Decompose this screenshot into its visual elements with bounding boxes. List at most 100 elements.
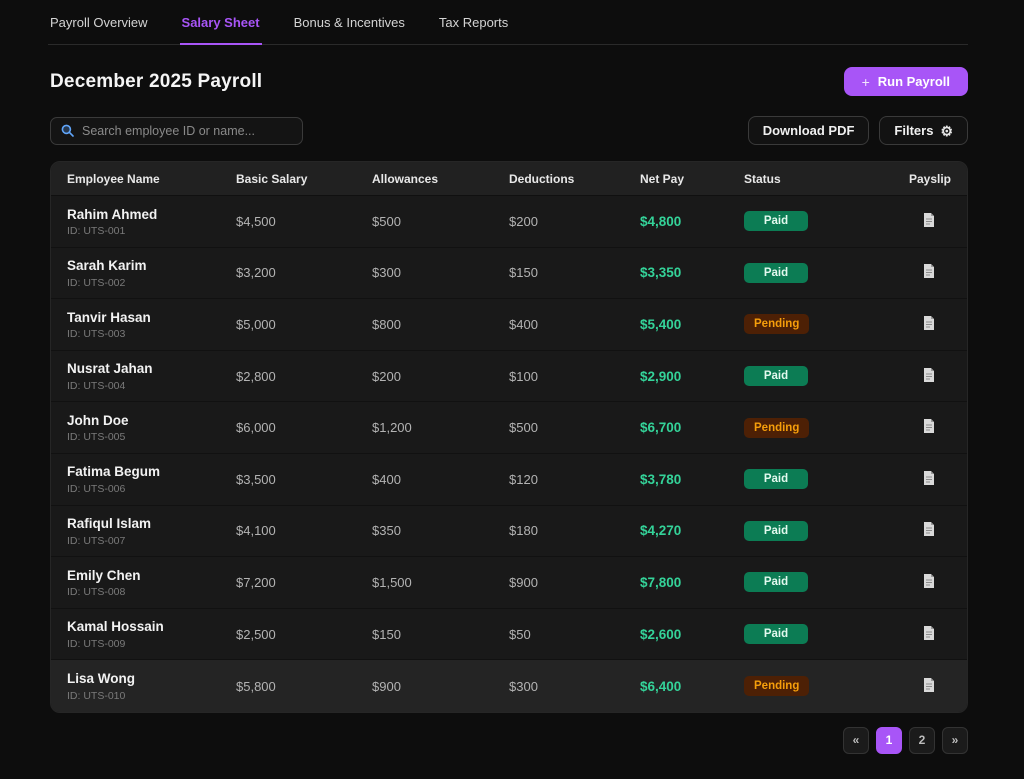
status-badge: Pending [744,314,809,334]
filters-button[interactable]: Filters ⚙ [879,116,968,145]
allowances-cell: $1,500 [372,575,509,590]
employee-cell: Nusrat Jahan ID: UTS-004 [67,360,236,392]
status-cell: Paid [744,572,891,592]
deductions-cell: $50 [509,627,640,642]
status-badge: Paid [744,521,808,541]
employee-cell: Lisa Wong ID: UTS-010 [67,670,236,702]
net-pay-cell: $3,780 [640,472,744,487]
payslip-button[interactable] [921,314,937,335]
table-body: Rahim Ahmed ID: UTS-001 $4,500 $500 $200… [51,196,967,712]
allowances-cell: $150 [372,627,509,642]
allowances-cell: $1,200 [372,420,509,435]
payslip-document-icon [923,419,935,433]
basic-salary-cell: $5,800 [236,679,372,694]
employee-cell: Tanvir Hasan ID: UTS-003 [67,309,236,341]
deductions-cell: $400 [509,317,640,332]
table-row: Lisa Wong ID: UTS-010 $5,800 $900 $300 $… [51,660,967,712]
payslip-document-icon [923,264,935,278]
basic-salary-cell: $7,200 [236,575,372,590]
status-badge: Pending [744,676,809,696]
employee-id: ID: UTS-005 [67,431,236,443]
deductions-cell: $200 [509,214,640,229]
tab-payroll-overview[interactable]: Payroll Overview [48,15,150,45]
payslip-button[interactable] [921,520,937,541]
pagination-page-1-button[interactable]: 1 [876,727,902,754]
table-header: Employee Name Basic Salary Allowances De… [51,162,967,196]
search-box[interactable] [50,117,303,145]
payslip-button[interactable] [921,417,937,438]
net-pay-cell: $6,400 [640,679,744,694]
payslip-button[interactable] [921,262,937,283]
search-icon [61,124,74,137]
payslip-cell [891,314,951,335]
deductions-cell: $150 [509,265,640,280]
employee-id: ID: UTS-008 [67,586,236,598]
status-badge: Paid [744,624,808,644]
basic-salary-cell: $3,500 [236,472,372,487]
payslip-document-icon [923,574,935,588]
pagination-page-2-button[interactable]: 2 [909,727,935,754]
filters-label: Filters [894,123,933,138]
payslip-button[interactable] [921,211,937,232]
allowances-cell: $800 [372,317,509,332]
table-row: John Doe ID: UTS-005 $6,000 $1,200 $500 … [51,402,967,454]
employee-id: ID: UTS-003 [67,328,236,340]
basic-salary-cell: $5,000 [236,317,372,332]
net-pay-cell: $5,400 [640,317,744,332]
employee-name: Rafiqul Islam [67,515,236,533]
status-cell: Paid [744,521,891,541]
net-pay-cell: $2,900 [640,369,744,384]
plus-icon: + [862,74,870,90]
payslip-button[interactable] [921,366,937,387]
payslip-cell [891,211,951,232]
net-pay-cell: $4,800 [640,214,744,229]
employee-name: Fatima Begum [67,463,236,481]
table-row: Fatima Begum ID: UTS-006 $3,500 $400 $12… [51,454,967,506]
table-row: Emily Chen ID: UTS-008 $7,200 $1,500 $90… [51,557,967,609]
pagination-prev-button[interactable]: « [843,727,869,754]
payslip-button[interactable] [921,676,937,697]
search-input[interactable] [82,124,292,138]
download-pdf-button[interactable]: Download PDF [748,116,870,145]
table-row: Nusrat Jahan ID: UTS-004 $2,800 $200 $10… [51,351,967,403]
status-cell: Paid [744,211,891,231]
allowances-cell: $900 [372,679,509,694]
employee-name: Rahim Ahmed [67,206,236,224]
payslip-document-icon [923,626,935,640]
allowances-cell: $300 [372,265,509,280]
basic-salary-cell: $4,500 [236,214,372,229]
employee-cell: Rafiqul Islam ID: UTS-007 [67,515,236,547]
employee-id: ID: UTS-007 [67,535,236,547]
payroll-table: Employee Name Basic Salary Allowances De… [50,161,968,713]
payslip-cell [891,572,951,593]
run-payroll-button[interactable]: + Run Payroll [844,67,968,96]
col-employee-name: Employee Name [67,172,236,186]
status-badge: Paid [744,469,808,489]
payslip-button[interactable] [921,572,937,593]
status-cell: Paid [744,624,891,644]
pagination-next-button[interactable]: » [942,727,968,754]
payslip-button[interactable] [921,469,937,490]
payslip-button[interactable] [921,624,937,645]
payslip-cell [891,676,951,697]
employee-cell: Rahim Ahmed ID: UTS-001 [67,206,236,238]
payslip-cell [891,469,951,490]
tab-tax-reports[interactable]: Tax Reports [437,15,510,45]
employee-cell: Sarah Karim ID: UTS-002 [67,257,236,289]
employee-name: Emily Chen [67,567,236,585]
employee-name: John Doe [67,412,236,430]
employee-id: ID: UTS-001 [67,225,236,237]
basic-salary-cell: $3,200 [236,265,372,280]
payslip-cell [891,366,951,387]
deductions-cell: $300 [509,679,640,694]
net-pay-cell: $3,350 [640,265,744,280]
status-cell: Pending [744,676,891,696]
tab-bonus-incentives[interactable]: Bonus & Incentives [292,15,407,45]
net-pay-cell: $6,700 [640,420,744,435]
basic-salary-cell: $4,100 [236,523,372,538]
table-row: Sarah Karim ID: UTS-002 $3,200 $300 $150… [51,248,967,300]
payslip-cell [891,624,951,645]
tab-salary-sheet[interactable]: Salary Sheet [180,15,262,45]
deductions-cell: $120 [509,472,640,487]
payslip-cell [891,262,951,283]
